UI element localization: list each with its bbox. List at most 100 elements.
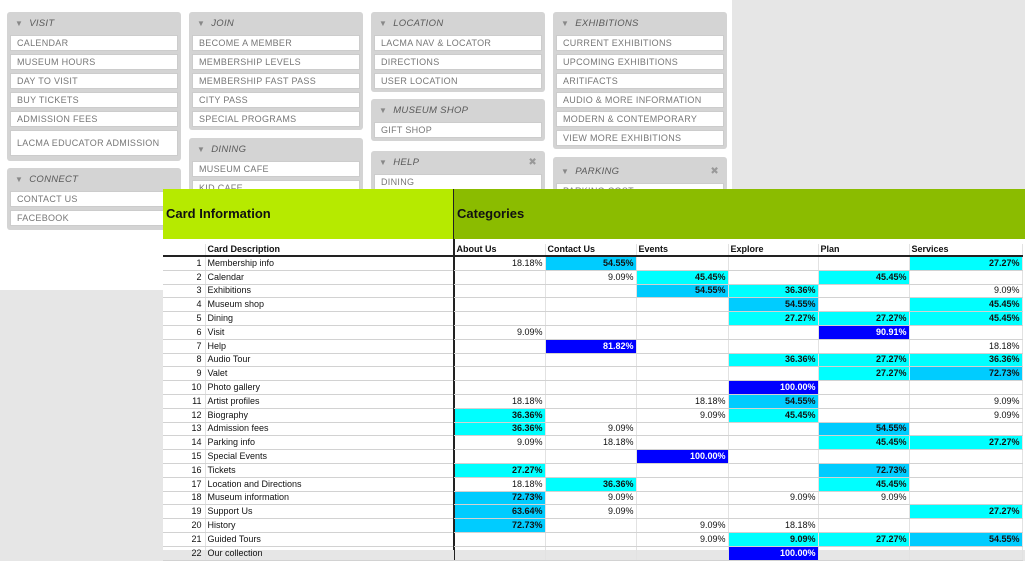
- percent-cell: 36.36%: [728, 284, 819, 299]
- percent-cell: 36.36%: [728, 353, 819, 368]
- percent-cell: 9.09%: [636, 518, 729, 533]
- card-description: Biography: [205, 408, 455, 423]
- card-item[interactable]: ADMISSION FEES: [10, 111, 178, 127]
- collapse-triangle-icon[interactable]: ▼: [15, 19, 24, 28]
- column-header: Explore: [728, 244, 819, 257]
- percent-cell: [454, 297, 546, 313]
- card-group-museum-shop[interactable]: ▼ MUSEUM SHOP GIFT SHOP: [371, 99, 545, 141]
- collapse-triangle-icon[interactable]: ▼: [197, 145, 206, 154]
- card-item[interactable]: ARITIFACTS: [556, 73, 724, 89]
- card-item[interactable]: CONTACT US: [10, 191, 178, 207]
- group-title: HELP: [393, 157, 420, 168]
- card-item[interactable]: AUDIO & MORE INFORMATION: [556, 92, 724, 108]
- card-item[interactable]: MEMBERSHIP LEVELS: [192, 54, 360, 70]
- card-item[interactable]: CITY PASS: [192, 92, 360, 108]
- card-item[interactable]: CALENDAR: [10, 35, 178, 51]
- card-group-exhibitions[interactable]: ▼ EXHIBITIONS CURRENT EXHIBITIONS UPCOMIN…: [553, 12, 727, 149]
- percent-cell: [909, 463, 1023, 478]
- card-group-dining[interactable]: ▼ DINING MUSEUM CAFE KID CAFE: [189, 138, 363, 196]
- card-item[interactable]: DINING: [374, 174, 542, 190]
- card-item[interactable]: CURRENT EXHIBITIONS: [556, 35, 724, 51]
- card-item[interactable]: MUSEUM CAFE: [192, 161, 360, 177]
- card-item[interactable]: UPCOMING EXHIBITIONS: [556, 54, 724, 70]
- percent-cell: [545, 532, 637, 547]
- percent-cell: 18.18%: [454, 256, 546, 271]
- card-group-join[interactable]: ▼ JOIN BECOME A MEMBER MEMBERSHIP LEVELS …: [189, 12, 363, 130]
- card-group-help[interactable]: ▼ HELP ✖ DINING: [371, 151, 545, 191]
- header-label: Card Information: [166, 206, 271, 221]
- card-item[interactable]: SPECIAL PROGRAMS: [192, 111, 360, 127]
- group-header[interactable]: ▼ DINING: [192, 141, 360, 158]
- card-item[interactable]: DAY TO VISIT: [10, 73, 178, 89]
- card-description: Visit: [205, 325, 455, 340]
- table-row: 11 Artist profiles 18.18% 18.18% 54.55% 9.09%: [163, 394, 1023, 409]
- group-header[interactable]: ▼ PARKING ✖: [556, 163, 724, 180]
- header-card-information: Card Information: [163, 189, 454, 239]
- card-group-visit[interactable]: ▼ VISIT CALENDAR MUSEUM HOURS DAY TO VISI…: [7, 12, 181, 161]
- collapse-triangle-icon[interactable]: ▼: [379, 19, 388, 28]
- card-item[interactable]: LACMA NAV & LOCATOR: [374, 35, 542, 51]
- group-header[interactable]: ▼ JOIN: [192, 15, 360, 32]
- card-item[interactable]: DIRECTIONS: [374, 54, 542, 70]
- group-title: JOIN: [211, 18, 235, 29]
- collapse-triangle-icon[interactable]: ▼: [561, 19, 570, 28]
- group-header[interactable]: ▼ HELP ✖: [374, 154, 542, 171]
- group-header[interactable]: ▼ CONNECT: [10, 171, 178, 188]
- card-description: Photo gallery: [205, 380, 455, 395]
- row-number: 9: [163, 366, 206, 382]
- percent-cell: [818, 408, 910, 423]
- close-icon[interactable]: ✖: [528, 157, 537, 168]
- card-item[interactable]: MODERN & CONTEMPORARY: [556, 111, 724, 127]
- percent-cell: 45.45%: [818, 435, 910, 451]
- percent-cell: [454, 449, 546, 464]
- percent-cell: 100.00%: [636, 449, 729, 464]
- card-item[interactable]: MUSEUM HOURS: [10, 54, 178, 70]
- group-header[interactable]: ▼ VISIT: [10, 15, 178, 32]
- close-icon[interactable]: ✖: [710, 166, 719, 177]
- row-number: 6: [163, 325, 206, 340]
- card-item[interactable]: USER LOCATION: [374, 73, 542, 89]
- group-header[interactable]: ▼ LOCATION: [374, 15, 542, 32]
- card-item[interactable]: VIEW MORE EXHIBITIONS: [556, 130, 724, 146]
- percent-cell: 72.73%: [909, 366, 1023, 382]
- percent-cell: 36.36%: [454, 408, 546, 423]
- percent-cell: 45.45%: [728, 408, 819, 423]
- card-description: History: [205, 518, 455, 533]
- percent-cell: 36.36%: [909, 353, 1023, 368]
- percent-cell: 72.73%: [818, 463, 910, 478]
- card-group-parking[interactable]: ▼ PARKING ✖ PARKING COST: [553, 157, 727, 191]
- group-header[interactable]: ▼ MUSEUM SHOP: [374, 102, 542, 119]
- collapse-triangle-icon[interactable]: ▼: [379, 158, 388, 167]
- percent-cell: [636, 325, 729, 340]
- card-description: Parking info: [205, 435, 455, 451]
- card-group-connect[interactable]: ▼ CONNECT CONTACT US FACEBOOK: [7, 168, 181, 230]
- card-group-location[interactable]: ▼ LOCATION LACMA NAV & LOCATOR DIRECTIONS…: [371, 12, 545, 92]
- card-item[interactable]: LACMA EDUCATOR ADMISSION: [10, 130, 178, 156]
- percent-cell: 18.18%: [728, 518, 819, 533]
- percent-cell: 45.45%: [818, 270, 910, 285]
- percent-cell: [545, 518, 637, 533]
- card-item[interactable]: GIFT SHOP: [374, 122, 542, 138]
- card-item[interactable]: MEMBERSHIP FAST PASS: [192, 73, 360, 89]
- percent-cell: 9.09%: [909, 394, 1023, 409]
- card-description: Valet: [205, 366, 455, 382]
- results-spreadsheet: Card Information Categories Card Descrip…: [163, 189, 1025, 561]
- collapse-triangle-icon[interactable]: ▼: [197, 19, 206, 28]
- card-description: Our collection: [205, 546, 455, 561]
- table-row: 3 Exhibitions 54.55% 36.36% 9.09%: [163, 284, 1023, 299]
- card-item[interactable]: BECOME A MEMBER: [192, 35, 360, 51]
- group-header[interactable]: ▼ EXHIBITIONS: [556, 15, 724, 32]
- card-item[interactable]: BUY TICKETS: [10, 92, 178, 108]
- card-item[interactable]: FACEBOOK: [10, 210, 178, 226]
- percent-cell: [818, 297, 910, 313]
- collapse-triangle-icon[interactable]: ▼: [15, 175, 24, 184]
- percent-cell: 36.36%: [454, 422, 546, 437]
- percent-cell: 27.27%: [909, 504, 1023, 520]
- row-number: 12: [163, 408, 206, 423]
- collapse-triangle-icon[interactable]: ▼: [561, 167, 570, 176]
- card-description: Guided Tours: [205, 532, 455, 547]
- table-row: 14 Parking info 9.09% 18.18% 45.45% 27.27%: [163, 435, 1023, 451]
- collapse-triangle-icon[interactable]: ▼: [379, 106, 388, 115]
- card-item[interactable]: PARKING COST: [556, 183, 724, 191]
- column-header-row: Card Description About Us Contact Us Eve…: [163, 244, 1023, 257]
